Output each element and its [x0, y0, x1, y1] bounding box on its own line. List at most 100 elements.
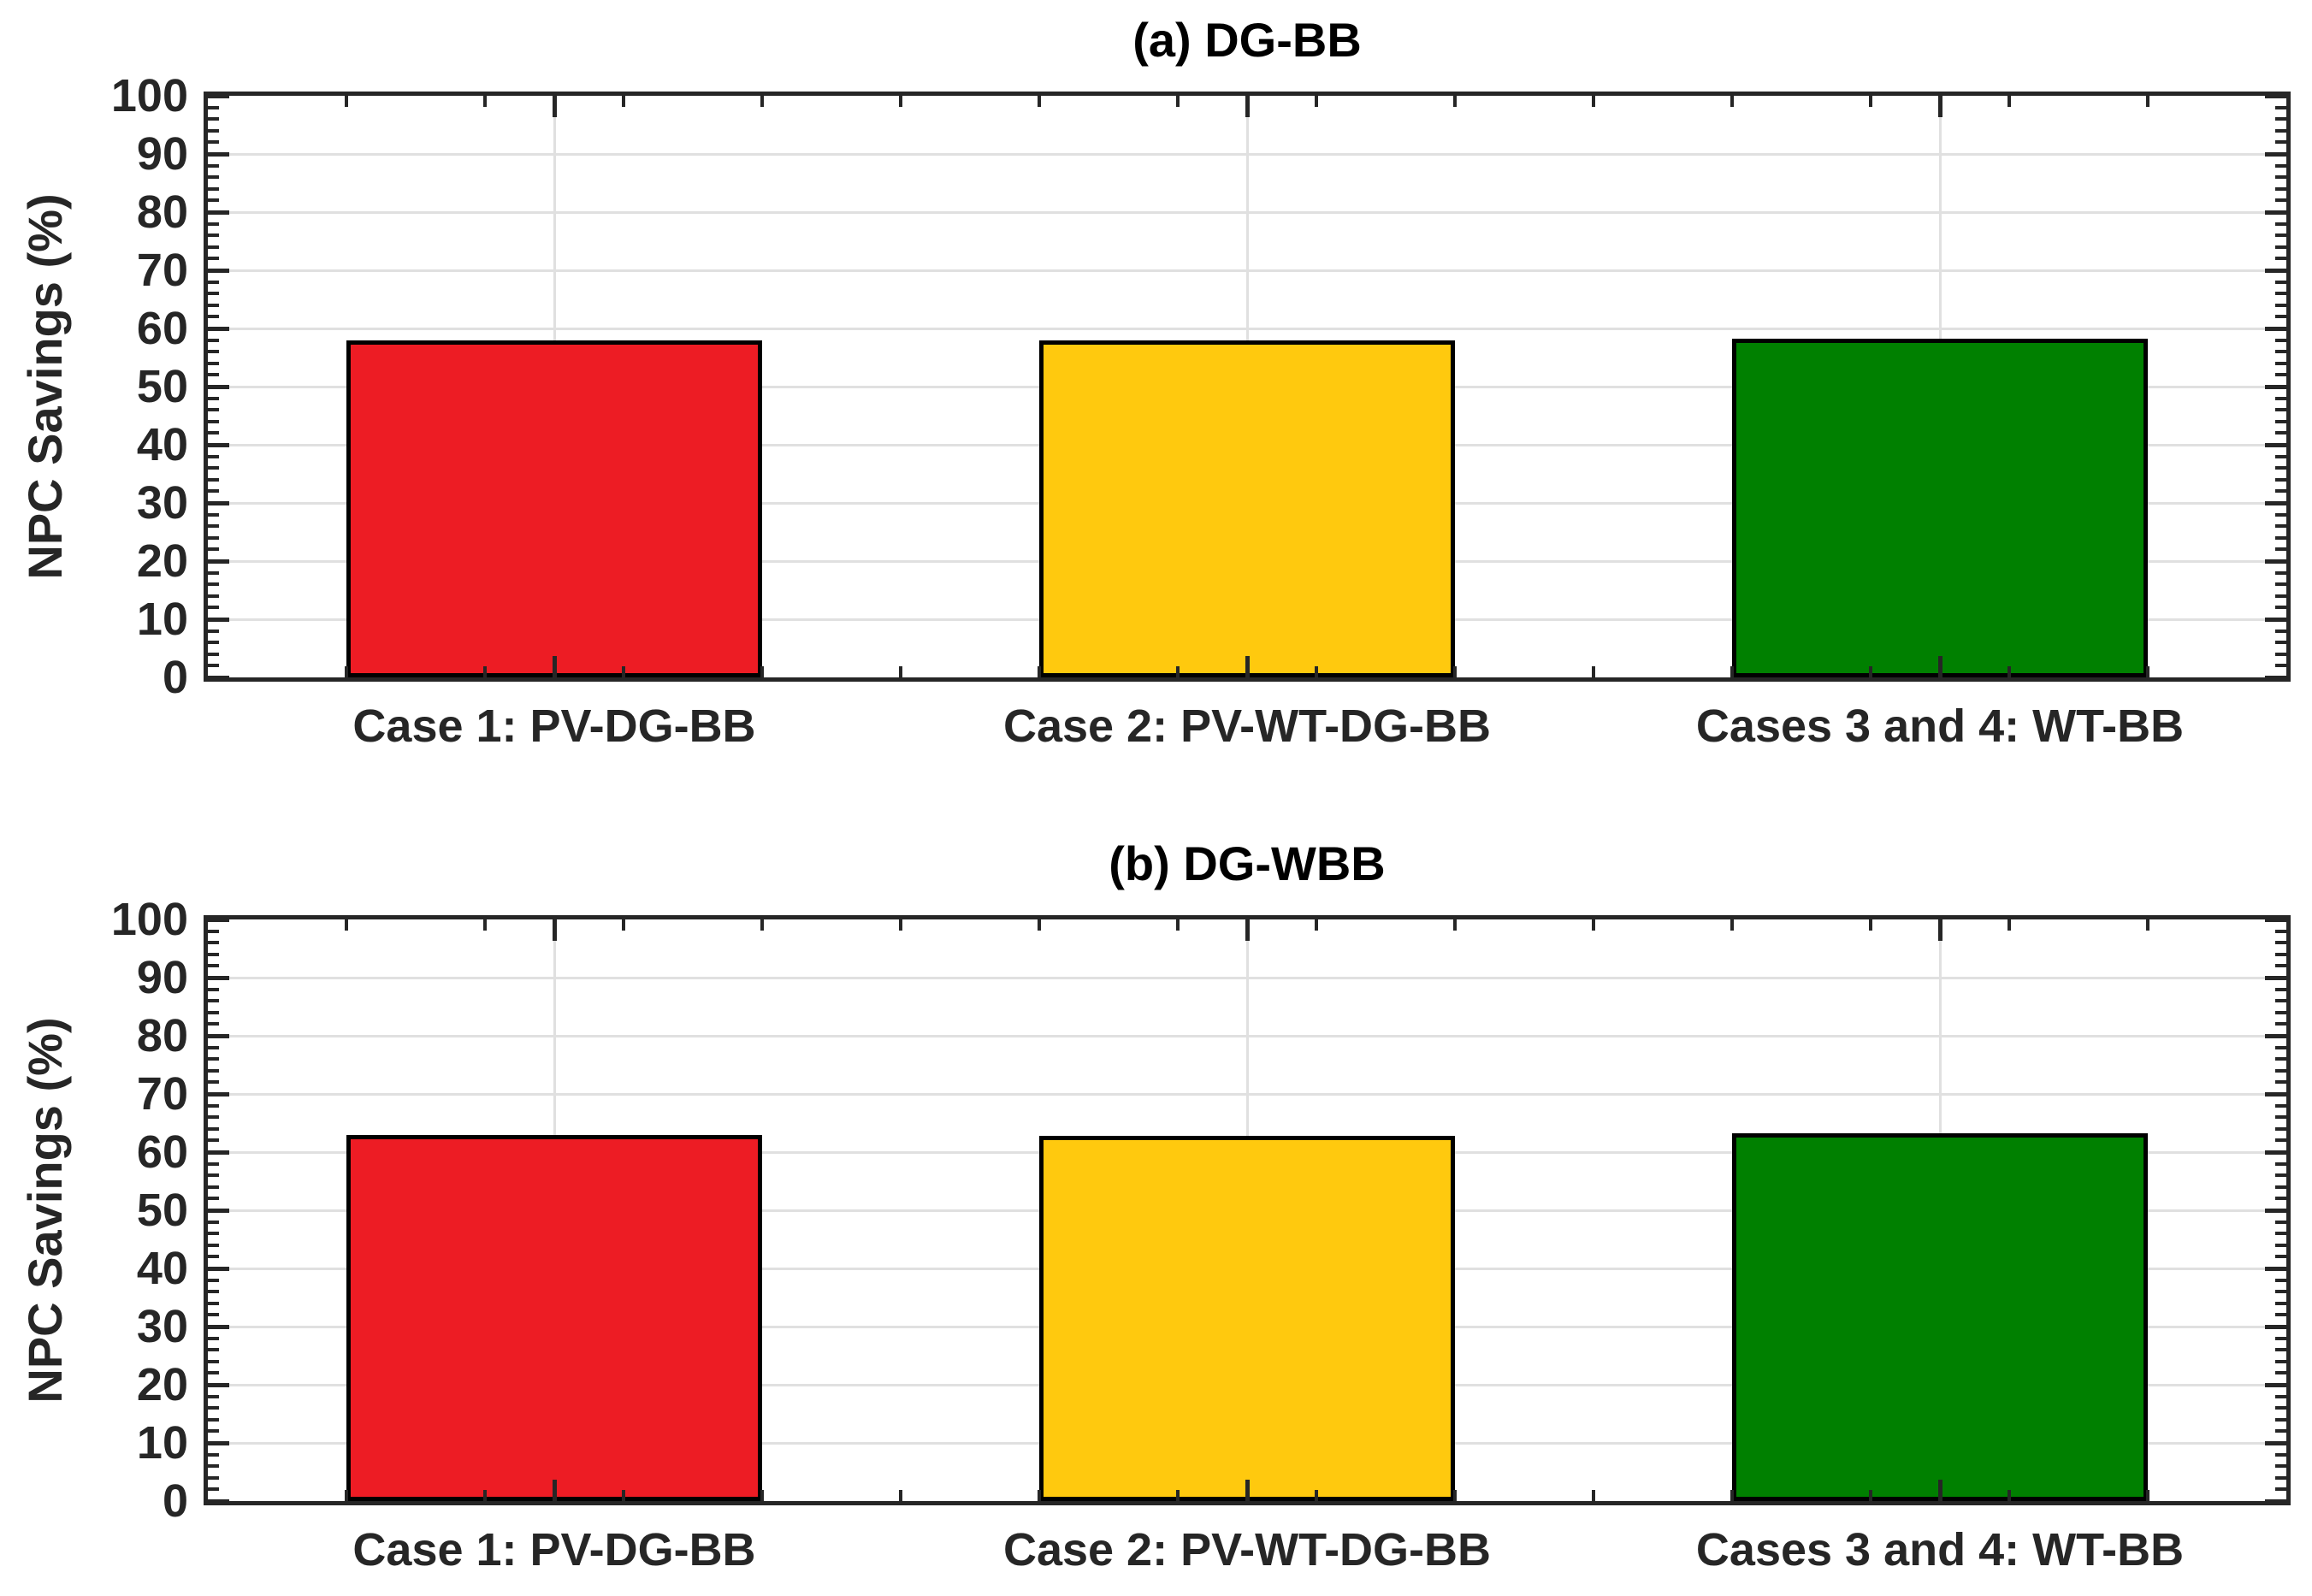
- x-major-tick-top: [1245, 919, 1250, 941]
- y-minor-tick-right: [2275, 431, 2286, 435]
- y-minor-tick-right: [2275, 1080, 2286, 1085]
- y-minor-tick-right: [2275, 280, 2286, 284]
- x-minor-tick-top: [1592, 919, 1595, 931]
- y-minor-tick-right: [2275, 1185, 2286, 1189]
- x-minor-tick: [1730, 666, 1734, 677]
- y-minor-tick: [208, 929, 219, 933]
- x-minor-tick: [1453, 666, 1457, 677]
- y-minor-tick: [208, 408, 219, 412]
- y-minor-tick-right: [2275, 524, 2286, 529]
- y-tick-label: 80: [136, 1010, 188, 1061]
- x-minor-tick-top: [2146, 96, 2149, 107]
- y-major-tick: [208, 210, 229, 215]
- y-minor-tick: [208, 303, 219, 307]
- x-minor-tick: [345, 666, 348, 677]
- y-minor-tick-right: [2275, 466, 2286, 470]
- x-minor-tick-top: [1592, 96, 1595, 107]
- y-minor-tick-right: [2275, 477, 2286, 482]
- x-major-tick: [1245, 1480, 1250, 1501]
- y-minor-tick: [208, 175, 219, 180]
- y-tick-label: 20: [136, 1359, 188, 1410]
- x-minor-tick-top: [760, 919, 764, 931]
- y-minor-tick: [208, 582, 219, 587]
- y-minor-tick: [208, 941, 219, 945]
- y-minor-tick: [208, 233, 219, 238]
- x-minor-tick-top: [345, 919, 348, 931]
- chart-title: (a) DG-BB: [1132, 13, 1362, 67]
- y-minor-tick: [208, 117, 219, 121]
- y-minor-tick-right: [2275, 987, 2286, 991]
- y-major-tick: [208, 151, 229, 157]
- y-minor-tick-right: [2275, 1429, 2286, 1433]
- x-minor-tick-top: [1869, 96, 1872, 107]
- y-minor-tick-right: [2275, 1010, 2286, 1014]
- y-major-tick-right: [2265, 675, 2286, 680]
- x-major-tick: [1937, 1480, 1942, 1501]
- y-major-tick: [208, 917, 229, 922]
- y-minor-tick: [208, 163, 219, 168]
- y-minor-tick: [208, 1220, 219, 1224]
- y-major-tick-right: [2265, 210, 2286, 215]
- y-tick-label: 0: [162, 652, 188, 703]
- y-major-tick: [208, 1498, 229, 1504]
- x-minor-tick: [622, 666, 625, 677]
- x-minor-tick-top: [1176, 96, 1180, 107]
- y-minor-tick-right: [2275, 373, 2286, 377]
- y-minor-tick-right: [2275, 941, 2286, 945]
- y-major-tick-right: [2265, 326, 2286, 331]
- y-minor-tick: [208, 1348, 219, 1352]
- y-minor-tick: [208, 1406, 219, 1410]
- x-minor-tick: [483, 1490, 487, 1501]
- y-minor-tick: [208, 257, 219, 261]
- y-minor-tick: [208, 245, 219, 249]
- y-minor-tick-right: [2275, 1057, 2286, 1061]
- y-minor-tick: [208, 987, 219, 991]
- y-major-tick: [208, 1266, 229, 1271]
- y-major-tick-right: [2265, 617, 2286, 622]
- x-minor-tick: [1869, 1490, 1872, 1501]
- y-minor-tick-right: [2275, 140, 2286, 145]
- plot-area: [204, 92, 2291, 682]
- x-minor-tick: [1038, 1490, 1041, 1501]
- x-minor-tick: [483, 666, 487, 677]
- y-minor-tick: [208, 419, 219, 423]
- y-minor-tick-right: [2275, 1126, 2286, 1131]
- x-tick-label: Case 2: PV-WT-DG-BB: [1002, 1524, 1492, 1575]
- y-minor-tick: [208, 489, 219, 494]
- y-minor-tick-right: [2275, 1359, 2286, 1363]
- y-major-tick-right: [2265, 975, 2286, 980]
- y-minor-tick: [208, 105, 219, 109]
- y-minor-tick-right: [2275, 1301, 2286, 1305]
- y-minor-tick: [208, 547, 219, 552]
- y-major-tick: [208, 1150, 229, 1155]
- y-tick-label: 0: [162, 1475, 188, 1527]
- y-minor-tick: [208, 1173, 219, 1178]
- y-minor-tick-right: [2275, 419, 2286, 423]
- x-minor-tick-top: [622, 96, 625, 107]
- x-minor-tick: [1315, 666, 1318, 677]
- y-minor-tick: [208, 198, 219, 203]
- y-minor-tick-right: [2275, 641, 2286, 645]
- bar-1: [346, 1134, 762, 1501]
- y-tick-label: 70: [136, 245, 188, 296]
- x-minor-tick-top: [899, 919, 902, 931]
- y-minor-tick: [208, 999, 219, 1003]
- y-minor-tick-right: [2275, 350, 2286, 354]
- y-tick-label: 100: [110, 894, 188, 945]
- x-minor-tick-top: [345, 96, 348, 107]
- y-minor-tick: [208, 1278, 219, 1282]
- y-major-tick-right: [2265, 1324, 2286, 1329]
- y-minor-tick-right: [2275, 1243, 2286, 1247]
- y-minor-tick: [208, 1115, 219, 1120]
- y-minor-tick-right: [2275, 1475, 2286, 1480]
- y-major-tick-right: [2265, 151, 2286, 157]
- y-minor-tick-right: [2275, 454, 2286, 458]
- x-major-tick-top: [552, 96, 557, 117]
- y-minor-tick: [208, 1232, 219, 1236]
- y-minor-tick-right: [2275, 315, 2286, 319]
- y-major-tick: [208, 617, 229, 622]
- y-minor-tick: [208, 1359, 219, 1363]
- y-minor-tick-right: [2275, 1173, 2286, 1178]
- y-major-tick: [208, 1208, 229, 1213]
